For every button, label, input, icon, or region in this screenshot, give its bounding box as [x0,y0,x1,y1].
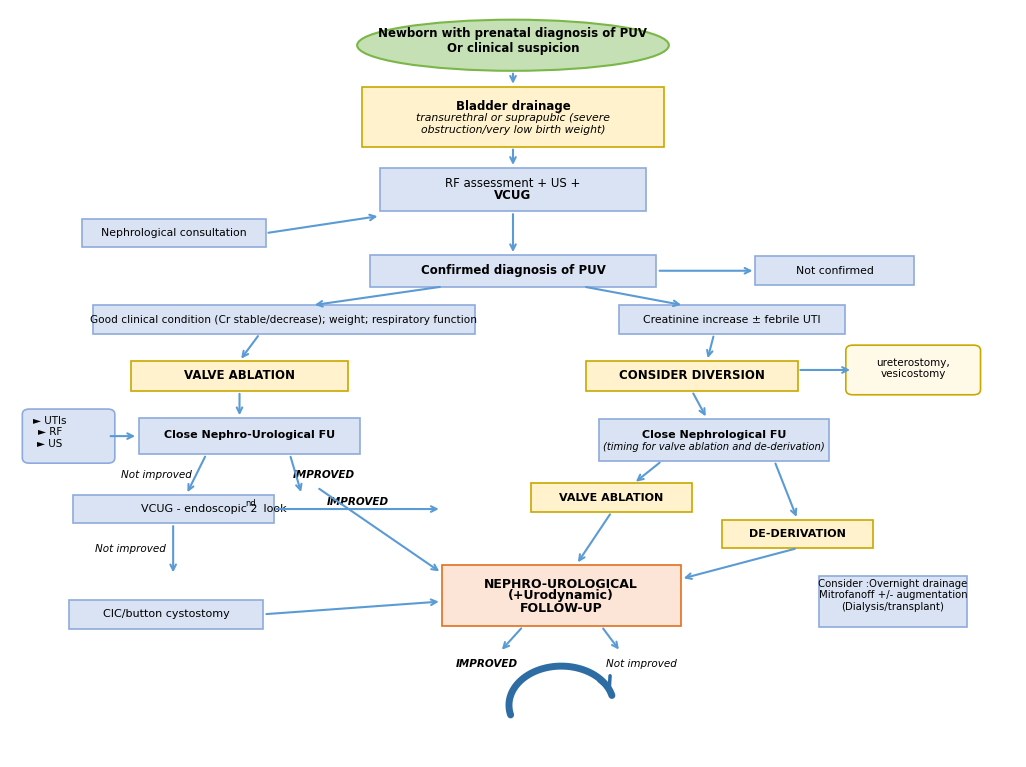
Text: IMPROVED: IMPROVED [292,470,355,480]
Text: DE-DERIVATION: DE-DERIVATION [749,528,846,539]
Text: Not improved: Not improved [95,544,166,554]
Text: CIC/button cystostomy: CIC/button cystostomy [103,609,230,619]
Text: ureterostomy,
vesicostomy: ureterostomy, vesicostomy [876,357,950,379]
FancyBboxPatch shape [380,168,646,212]
FancyBboxPatch shape [131,361,348,391]
FancyBboxPatch shape [82,219,266,248]
Text: transurethral or suprapubic (severe
obstruction/very low birth weight): transurethral or suprapubic (severe obst… [416,114,610,135]
Text: (+Urodynamic): (+Urodynamic) [508,589,615,602]
Text: Confirmed diagnosis of PUV: Confirmed diagnosis of PUV [421,265,605,277]
FancyBboxPatch shape [362,87,664,146]
Text: nd: nd [245,499,256,509]
Text: FOLLOW-UP: FOLLOW-UP [520,603,602,615]
Text: VALVE ABLATION: VALVE ABLATION [559,492,664,502]
FancyBboxPatch shape [722,519,873,548]
Text: Not improved: Not improved [606,659,677,669]
Text: NEPHRO-UROLOGICAL: NEPHRO-UROLOGICAL [484,578,638,591]
Text: Creatinine increase ± febrile UTI: Creatinine increase ± febrile UTI [643,314,821,324]
Text: RF assessment + US +: RF assessment + US + [445,177,581,190]
Text: Good clinical condition (Cr stable/decrease); weight; respiratory function: Good clinical condition (Cr stable/decre… [90,314,477,324]
FancyBboxPatch shape [139,418,360,454]
Text: Not improved: Not improved [121,470,192,480]
FancyBboxPatch shape [819,576,968,627]
FancyBboxPatch shape [619,305,845,334]
Text: VCUG - endoscopic 2: VCUG - endoscopic 2 [141,504,258,514]
FancyBboxPatch shape [755,256,914,285]
FancyBboxPatch shape [531,483,692,512]
Text: IMPROVED: IMPROVED [327,497,389,507]
FancyBboxPatch shape [73,495,274,523]
Text: VALVE ABLATION: VALVE ABLATION [184,370,295,383]
Text: ► UTIs
► RF
► US: ► UTIs ► RF ► US [34,416,67,449]
FancyBboxPatch shape [92,305,475,334]
Text: (timing for valve ablation and de-derivation): (timing for valve ablation and de-deriva… [603,443,825,453]
FancyBboxPatch shape [69,600,263,628]
FancyBboxPatch shape [599,419,829,461]
Text: Close Nephrological FU: Close Nephrological FU [642,430,786,439]
FancyBboxPatch shape [587,361,797,391]
Text: Nephrological consultation: Nephrological consultation [102,228,247,239]
Text: IMPROVED: IMPROVED [456,659,518,669]
FancyBboxPatch shape [845,345,981,395]
Text: Bladder drainage: Bladder drainage [456,100,570,114]
Text: Not confirmed: Not confirmed [796,265,874,276]
Text: Newborn with prenatal diagnosis of PUV
Or clinical suspicion: Newborn with prenatal diagnosis of PUV O… [379,28,647,55]
Text: Close Nephro-Urological FU: Close Nephro-Urological FU [164,430,336,439]
FancyBboxPatch shape [441,565,681,627]
Text: CONSIDER DIVERSION: CONSIDER DIVERSION [619,370,765,383]
Text: look: look [260,504,286,514]
Ellipse shape [357,20,669,71]
FancyBboxPatch shape [23,409,115,463]
Text: Consider :Overnight drainage
Mitrofanoff +/- augmentation
(Dialysis/transplant): Consider :Overnight drainage Mitrofanoff… [819,579,968,612]
FancyBboxPatch shape [369,255,657,287]
Text: VCUG: VCUG [495,189,531,202]
